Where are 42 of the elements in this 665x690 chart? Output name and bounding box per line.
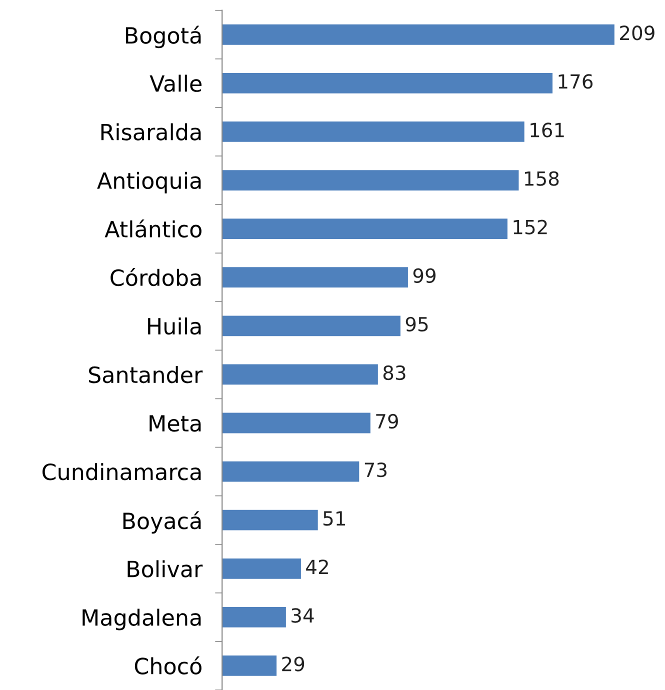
bar (222, 218, 508, 240)
bar (222, 364, 378, 385)
data-label: 209 (620, 26, 654, 40)
y-tick-label: Bogotá (126, 26, 201, 48)
data-label: 95 (406, 316, 428, 332)
data-label: 99 (413, 268, 436, 283)
data-label: 83 (383, 365, 406, 380)
y-tick-label: Huila (148, 317, 201, 335)
y-tick-label: Antioquia (97, 172, 201, 194)
bar (222, 461, 360, 482)
bar (222, 606, 286, 628)
data-label: 34 (292, 608, 314, 623)
data-label: 161 (530, 122, 564, 138)
data-label: 29 (282, 656, 304, 672)
y-tick-label: Valle (150, 74, 202, 92)
bar (222, 316, 400, 336)
y-tick-label: Córdoba (110, 268, 201, 286)
bar (222, 170, 519, 190)
y-tick-label: Atlántico (104, 219, 202, 238)
data-label: 79 (376, 414, 398, 429)
y-tick-label: Santander (88, 366, 203, 384)
bar (222, 412, 370, 434)
y-tick-label: Cundinamarca (42, 463, 201, 480)
y-tick-label: Meta (150, 415, 201, 432)
y-tick-label: Chocó (134, 656, 202, 674)
y-tick-label: Risaralda (101, 123, 201, 140)
data-label: 176 (558, 74, 593, 89)
bar (222, 267, 408, 288)
data-label: 152 (514, 220, 547, 234)
bar (222, 656, 277, 676)
data-label: 73 (364, 462, 386, 478)
data-label: 42 (306, 560, 328, 574)
data-label: 51 (324, 511, 345, 526)
y-tick-label: Magdalena (82, 608, 201, 630)
bar (222, 72, 553, 94)
bar (222, 24, 614, 45)
y-tick-label: Boyacá (123, 511, 201, 534)
bar (222, 122, 524, 142)
bar (222, 510, 318, 530)
bar (222, 558, 301, 579)
data-label: 158 (525, 171, 559, 186)
y-tick-label: Bolivar (128, 560, 203, 578)
